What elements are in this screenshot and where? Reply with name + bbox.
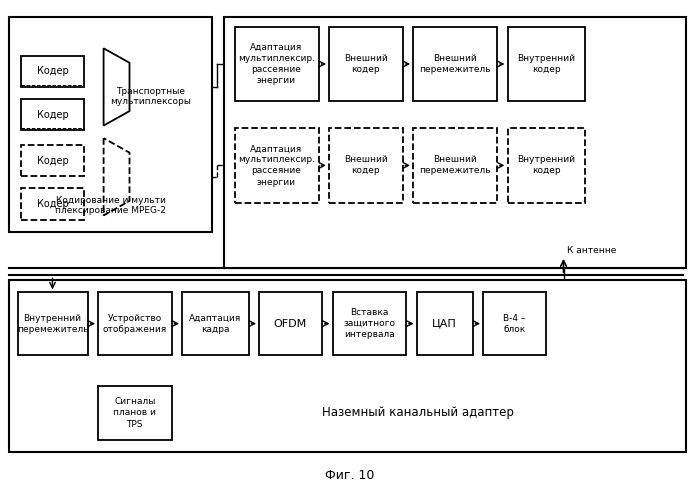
Text: Адаптация
мультиплексир.
рассеяние
энергии: Адаптация мультиплексир. рассеяние энерг… [238,144,315,186]
Text: Транспортные
мультиплексоры: Транспортные мультиплексоры [110,87,191,106]
Text: Адаптация
мультиплексир.
рассеяние
энергии: Адаптация мультиплексир. рассеяние энерг… [238,43,315,85]
Bar [21,99,84,130]
Bar [18,292,88,355]
Polygon shape [104,138,130,215]
Text: В-4 –
блок: В-4 – блок [503,313,526,334]
Bar [508,27,584,101]
Text: Наземный канальный адаптер: Наземный канальный адаптер [321,407,514,419]
Text: Внутренний
перемежитель: Внутренний перемежитель [17,313,88,334]
Text: К антенне: К антенне [567,246,617,255]
Bar [224,17,686,268]
Bar [416,292,473,355]
Bar [329,128,402,203]
Polygon shape [104,48,130,126]
Bar [98,292,172,355]
Bar [234,128,318,203]
Text: OFDM: OFDM [274,319,307,328]
Text: Сигналы
планов и
TPS: Сигналы планов и TPS [113,398,156,428]
Text: Внешний
кодер: Внешний кодер [344,54,388,74]
Bar [259,292,322,355]
Bar [182,292,248,355]
Text: Внешний
перемежитель: Внешний перемежитель [419,54,491,74]
Text: Вставка
защитного
интервала: Вставка защитного интервала [343,308,396,339]
Text: Кодирование и мульти
плексирование MPEG-2: Кодирование и мульти плексирование MPEG-… [55,196,166,215]
Text: Внутренний
кодер: Внутренний кодер [517,156,575,175]
Bar [21,145,84,176]
Text: Устройство
отображения: Устройство отображения [103,313,167,334]
Text: Внешний
перемежитель: Внешний перемежитель [419,156,491,175]
Bar [9,280,686,452]
Text: Внешний
кодер: Внешний кодер [344,156,388,175]
Text: Адаптация
кадра: Адаптация кадра [189,313,241,334]
Bar [329,27,402,101]
Text: ЦАП: ЦАП [432,319,457,328]
Bar [413,27,497,101]
Bar [21,188,84,220]
Text: Кодер: Кодер [36,156,69,166]
Bar [483,292,546,355]
Text: Кодер: Кодер [36,199,69,209]
Text: Внутренний
кодер: Внутренний кодер [517,54,575,74]
Bar [508,128,584,203]
Bar [9,17,212,232]
Text: Фиг. 10: Фиг. 10 [326,469,374,482]
Bar [234,27,318,101]
Text: Кодер: Кодер [36,110,69,120]
Bar [413,128,497,203]
Bar [332,292,406,355]
Bar [21,56,84,87]
Bar [98,386,172,440]
Text: Кодер: Кодер [36,66,69,76]
